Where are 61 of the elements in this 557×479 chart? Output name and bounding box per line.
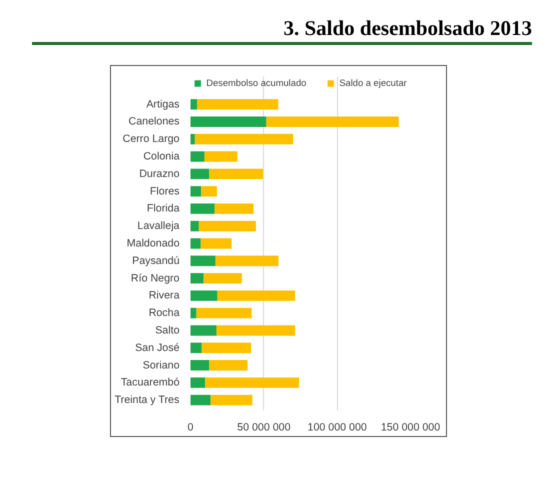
y-tick-label: Rivera [148, 290, 180, 302]
y-tick-label: Treinta y Tres [114, 394, 180, 406]
y-tick-label: Florida [146, 202, 180, 215]
bar [190, 394, 211, 406]
bar [201, 186, 217, 197]
y-tick-label: Canelones [128, 116, 180, 128]
y-tick-label: Flores [150, 185, 180, 198]
bar [190, 308, 196, 318]
y-tick-label: Soriano [142, 359, 180, 372]
bar [209, 168, 263, 180]
bar [190, 325, 216, 336]
chart-title: 3. Saldo desembolsado 2013 [283, 15, 532, 42]
bar [205, 377, 300, 388]
y-tick-label: Lavalleja [137, 220, 180, 232]
bar [190, 99, 198, 110]
bar [204, 151, 238, 162]
bar [209, 360, 248, 370]
bar [216, 325, 296, 336]
y-tick-label: Rocha [148, 307, 180, 320]
bar [217, 290, 296, 301]
y-tick-label: Artigas [146, 98, 180, 110]
y-tick-label: Cerro Largo [122, 133, 180, 146]
y-tick-label: San José [135, 342, 180, 354]
x-tick-label: 100 000 000 [308, 422, 367, 434]
bar [202, 342, 252, 354]
bar [215, 256, 278, 266]
bar [198, 220, 256, 232]
x-tick-label: 0 [188, 422, 194, 434]
y-tick-label: Durazno [139, 168, 180, 180]
legend-label: Saldo a ejecutar [339, 78, 407, 88]
legend-label: Desembolso acumulado [206, 78, 306, 88]
bar [190, 256, 216, 266]
bar [190, 168, 210, 180]
y-tick-label: Maldonado [126, 238, 180, 250]
y-tick-label: Río Negro [130, 272, 180, 284]
bar [190, 151, 204, 162]
y-tick-label: Colonia [143, 150, 180, 163]
bar [190, 238, 201, 249]
bar [204, 273, 242, 284]
bar [190, 186, 202, 197]
bar [190, 203, 215, 214]
bar [190, 134, 195, 144]
bar [200, 238, 232, 249]
bar [190, 220, 199, 232]
y-tick-label: Paysandú [132, 254, 180, 267]
bar [190, 360, 210, 370]
x-tick-label: 150 000 000 [380, 422, 440, 434]
bar [190, 342, 202, 354]
bar [190, 273, 204, 284]
bar [194, 134, 294, 144]
bar [210, 394, 252, 406]
bar [266, 116, 399, 127]
bar [190, 116, 266, 127]
bar [190, 377, 206, 388]
bar [190, 290, 218, 301]
bar [214, 203, 254, 214]
y-tick-label: Salto [155, 324, 180, 336]
bar [196, 308, 252, 318]
bar [197, 99, 278, 110]
x-tick-label: 50 000 000 [237, 422, 291, 434]
y-tick-label: Tacuarembó [120, 376, 180, 389]
